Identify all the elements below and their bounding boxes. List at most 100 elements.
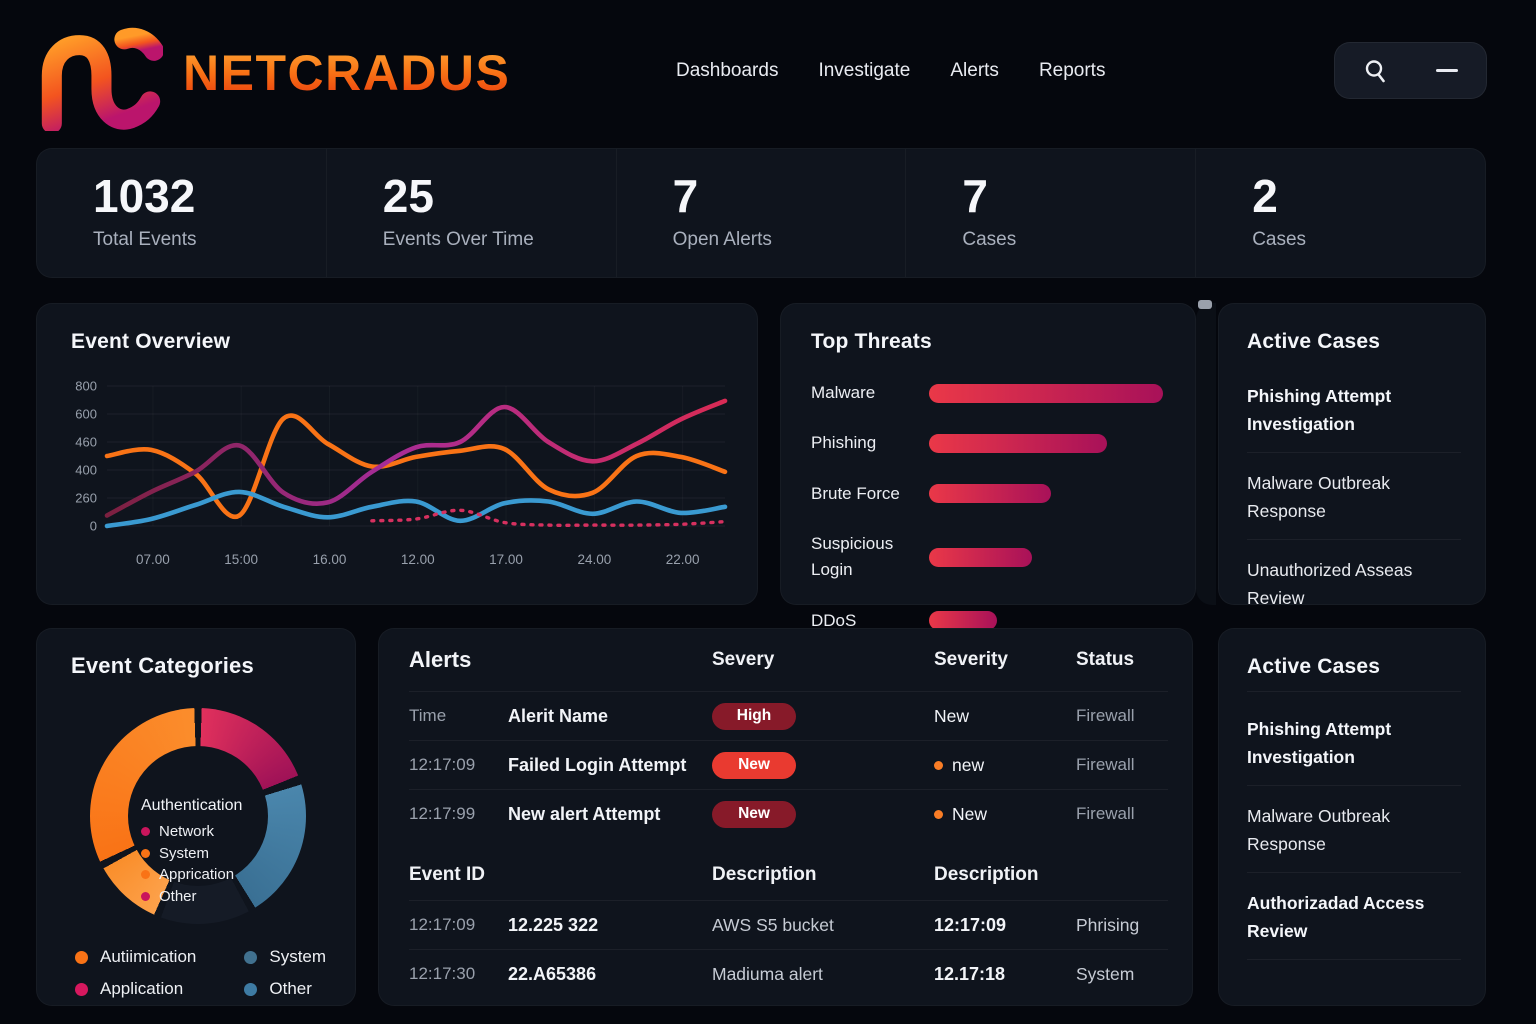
legend-dot [75, 982, 88, 996]
top-threats-panel: Top Threats Malware Phishing Brute Force Su… [780, 303, 1196, 631]
search-toolbar[interactable] [1334, 42, 1487, 99]
divider [1247, 959, 1461, 960]
panel-title: Active Cases [1247, 330, 1381, 353]
legend-dot [141, 870, 150, 880]
legend-item: Application [75, 979, 196, 999]
alert-severity: New [934, 705, 970, 726]
divider [409, 789, 1168, 790]
alert-status: Firewall [1076, 804, 1135, 823]
x-tick-label: 12.00 [401, 552, 435, 567]
threat-bar-track [929, 434, 1163, 454]
stat-value: 7 [962, 170, 988, 222]
legend-dot [141, 827, 150, 837]
x-tick-label: 17.00 [489, 552, 523, 567]
divider [1247, 872, 1461, 873]
event-id: 22.A65386 [508, 963, 597, 984]
stat-cases-2: 2 Cases [1195, 149, 1485, 277]
nav-item-dashboards[interactable]: Dashboards [676, 60, 779, 81]
stat-value: 7 [672, 170, 699, 222]
series-magenta [104, 398, 728, 518]
y-tick-label: 400 [75, 463, 97, 478]
column-header: Status [1076, 649, 1135, 670]
divider [409, 900, 1168, 901]
nav-item-investigate[interactable]: Investigate [818, 60, 911, 81]
categories-donut-chart [90, 708, 306, 924]
legend-label: Autiimication [100, 947, 197, 966]
legend-item: System [244, 947, 326, 967]
search-icon[interactable] [1363, 58, 1389, 84]
series-crimson-dotted [370, 508, 727, 528]
divider [1247, 539, 1461, 540]
divider [409, 740, 1168, 741]
event-id: 12.225 322 [508, 914, 599, 935]
alert-time: Time [409, 706, 447, 725]
cases-list: Phishing Attempt Investigation Malware O… [1247, 376, 1461, 626]
status-dot [934, 809, 943, 819]
stat-open-alerts: 7 Open Alerts [615, 149, 906, 277]
threat-row: Malware [811, 380, 1163, 406]
stat-total-events: 1032 Total Events [37, 149, 326, 277]
active-cases-panel-top: Active Cases Phishing Attempt Investigat… [1218, 303, 1486, 608]
case-item[interactable]: Malware Outbreak Response [1247, 473, 1390, 521]
events-line-chart: 800 600 460 400 260 0 07.00 15:00 16.00 12.00 17.0… [65, 374, 731, 579]
legend-item: Apprication [141, 864, 242, 886]
stat-label: Events Over Time [382, 229, 534, 250]
divider [1247, 785, 1461, 786]
alert-name: Alerit Name [508, 705, 609, 726]
nav-item-alerts[interactable]: Alerts [950, 60, 999, 81]
threat-row: Phishing [811, 430, 1163, 456]
event-description: AWS S5 bucket [712, 914, 834, 935]
panel-title: Alerts [409, 647, 472, 672]
legend-dot [244, 982, 258, 996]
minimize-icon[interactable] [1436, 69, 1458, 72]
column-header: Severy [712, 649, 775, 670]
case-item[interactable]: Malware Outbreak Response [1247, 806, 1390, 854]
donut-hole [128, 746, 268, 886]
alert-time: 12:17:09 [409, 755, 476, 774]
event-description: Madiuma alert [712, 963, 823, 984]
x-tick-label: 22.00 [666, 552, 700, 567]
severity-badge: High [712, 702, 796, 730]
case-item[interactable]: Phishing Attempt Investigation [1247, 386, 1392, 434]
alerts-panel: Alerts Severy Severity Status Time Aleri… [378, 628, 1193, 1006]
case-item[interactable]: Unauthorized Asseas Review [1247, 560, 1413, 608]
legend-item: Other [244, 979, 326, 999]
legend-item: Autiimication [75, 947, 196, 967]
legend-label: Other [269, 979, 312, 998]
panel-edge-notch [1198, 300, 1212, 309]
y-tick-label: 260 [75, 491, 97, 506]
alert-severity: new [934, 755, 1076, 776]
threat-row: Brute Force [811, 481, 1163, 507]
brand-title: NETCRADUS [183, 45, 511, 101]
donut-bottom-legend: Autiimication Application System Other [75, 947, 326, 999]
legend-dot [75, 950, 88, 964]
alert-row: 12:17:99 New alert Attempt New New Firew… [379, 790, 1192, 838]
x-tick-label: 07.00 [136, 552, 170, 567]
column-header: Severity [934, 649, 1008, 670]
panel-title: Event Categories [71, 653, 254, 678]
event-description-2: System [1076, 963, 1135, 984]
event-row: 12:17:30 22.A65386 Madiuma alert 12.17:1… [379, 950, 1192, 998]
nav-item-reports[interactable]: Reports [1038, 60, 1106, 81]
x-tick-label: 24.00 [577, 552, 611, 567]
top-nav: NETCRADUS Dashboards Investigate Alerts … [0, 0, 1536, 148]
column-header: Event ID [409, 864, 486, 885]
y-tick-label: 800 [75, 379, 97, 394]
alert-time: 12:17:99 [409, 804, 476, 823]
stat-label: Total Events [93, 229, 197, 250]
events-header-row: Event ID Description Description [379, 850, 1192, 900]
y-tick-label: 460 [75, 435, 97, 450]
event-overview-panel: Event Overview 800 600 460 400 260 0 07.00 15:0… [36, 303, 758, 605]
legend-item: System [141, 843, 242, 865]
stat-value: 25 [382, 170, 434, 222]
alert-severity: New [934, 804, 1076, 825]
alerts-header-row: Alerts Severy Severity Status [379, 629, 1192, 691]
threat-label: Suspicious Login [811, 534, 894, 580]
nav-links: Dashboards Investigate Alerts Reports [676, 60, 1105, 82]
case-item[interactable]: Phishing Attempt Investigation [1247, 719, 1392, 767]
threat-bar [929, 611, 997, 631]
threat-row: DDoS [811, 608, 1163, 634]
stat-value: 2 [1252, 170, 1278, 222]
threat-bar [929, 434, 1107, 454]
case-item[interactable]: Authorizadad Access Review [1247, 893, 1425, 941]
